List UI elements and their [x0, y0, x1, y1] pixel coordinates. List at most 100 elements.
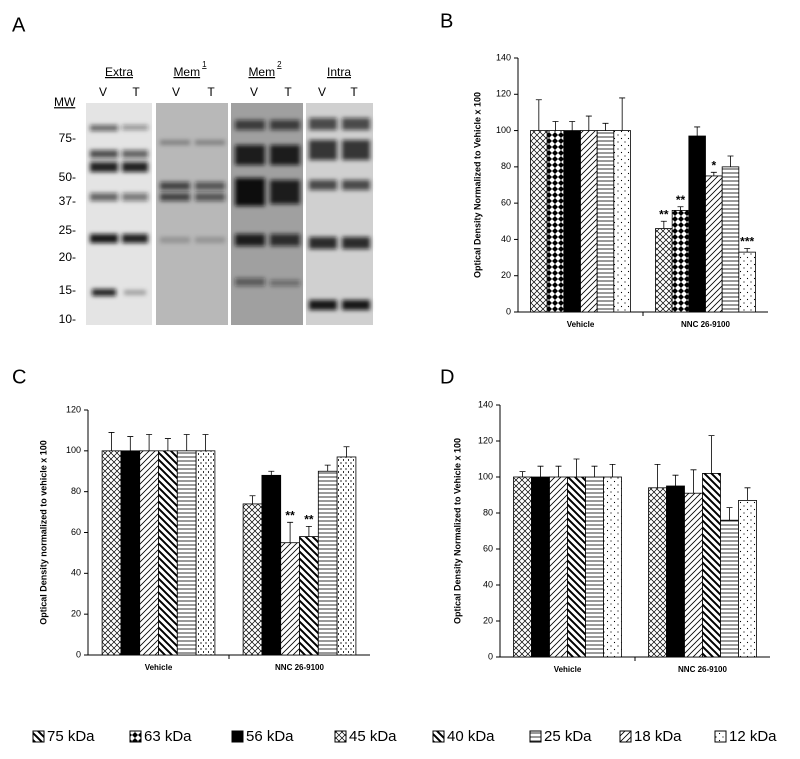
panel-label: A	[12, 14, 26, 36]
error-bar	[677, 206, 684, 211]
lane-column: V	[318, 85, 326, 99]
bar	[513, 476, 532, 658]
legend-label: 45 kDa	[349, 728, 397, 745]
legend-swatch	[432, 730, 445, 743]
x-tick-label: Vehicle	[554, 665, 582, 674]
bar	[120, 450, 141, 656]
mw-label: MW	[54, 95, 76, 109]
error-bar	[573, 458, 580, 477]
lane-column: V	[250, 85, 258, 99]
y-tick-label: 40	[501, 234, 511, 244]
lane-name: Intra	[327, 65, 351, 79]
legend-swatch	[619, 730, 632, 743]
mw-marker: 75-	[59, 131, 76, 145]
bar	[195, 450, 216, 656]
lane-header: Extra	[105, 65, 133, 79]
error-bar	[726, 507, 733, 521]
y-tick-label: 100	[496, 125, 511, 135]
bar	[546, 130, 565, 313]
legend: 75 kDa 63 kDa 56 kDa 45 kDa 40 kDa 25 kDa 18 k…	[32, 728, 777, 745]
bar	[101, 450, 122, 656]
y-tick-label: 60	[501, 198, 511, 208]
x-tick-label: NNC 26-9100	[275, 663, 324, 672]
bar	[655, 228, 673, 313]
lane-superscript: 2	[277, 60, 282, 69]
legend-swatch	[334, 730, 347, 743]
error-bar	[519, 471, 526, 477]
lane-header: Mem2	[248, 60, 282, 79]
error-bar	[602, 122, 609, 131]
significance-label: *	[711, 158, 716, 172]
error-bar	[287, 521, 294, 543]
y-tick-label: 120	[66, 404, 81, 414]
lane-superscript: 1	[202, 60, 207, 69]
bar	[242, 503, 263, 656]
legend-swatch	[32, 730, 45, 743]
bar	[280, 542, 300, 656]
error-bar	[268, 470, 275, 476]
bar	[336, 456, 357, 656]
significance-label: ***	[740, 235, 754, 249]
bar	[702, 472, 721, 658]
error-bar	[202, 434, 209, 451]
y-tick-label: 140	[478, 399, 493, 409]
error-bar	[127, 436, 134, 451]
y-tick-label: 0	[506, 306, 511, 316]
bar	[563, 130, 581, 313]
y-tick-label: 20	[501, 270, 511, 280]
lane-column: T	[207, 85, 215, 99]
error-bar	[710, 171, 717, 176]
error-bar	[108, 432, 115, 451]
bar	[585, 476, 604, 658]
lane-column: T	[284, 85, 292, 99]
chart: D Optical Density Normalized to Vehicle x…	[440, 366, 770, 674]
bar	[317, 470, 338, 656]
y-tick-label: 80	[483, 507, 493, 517]
bar	[580, 130, 598, 313]
bar	[738, 251, 756, 313]
error-bar	[744, 487, 751, 501]
bar	[158, 450, 178, 656]
y-tick-label: 60	[71, 527, 81, 537]
panel-label: D	[440, 366, 454, 388]
lane-name: Extra	[105, 65, 133, 79]
significance-label: **	[285, 508, 295, 522]
error-bar	[146, 434, 153, 451]
chart: C Optical Density normalized to vehicle x…	[12, 366, 370, 672]
x-tick-label: NNC 26-9100	[678, 665, 727, 674]
y-tick-label: 20	[483, 615, 493, 625]
lane-header: Mem1	[173, 60, 207, 79]
error-bar	[694, 126, 701, 137]
y-tick-label: 40	[483, 579, 493, 589]
bar	[613, 130, 631, 313]
y-axis-label: Optical Density normalized to vehicle x …	[38, 440, 48, 625]
legend-label: 40 kDa	[447, 728, 495, 745]
bar	[261, 474, 282, 656]
legend-swatch	[529, 730, 542, 743]
legend-label: 12 kDa	[729, 728, 777, 745]
bar	[666, 485, 685, 658]
legend-label: 63 kDa	[144, 728, 192, 745]
bar	[671, 209, 690, 313]
legend-label: 18 kDa	[634, 728, 682, 745]
error-bar	[660, 220, 667, 229]
y-axis-label: Optical Density Normalized to Vehicle x …	[472, 92, 482, 278]
chart: B Optical Density Normalized to Vehicle x…	[440, 10, 768, 329]
x-tick-label: Vehicle	[145, 663, 173, 672]
bar	[603, 476, 622, 658]
y-tick-label: 60	[483, 543, 493, 553]
y-tick-label: 0	[76, 649, 81, 659]
legend-label: 56 kDa	[246, 728, 294, 745]
error-bar	[183, 434, 190, 451]
error-bar	[537, 465, 544, 477]
legend-swatch	[714, 730, 727, 743]
bar	[299, 536, 319, 656]
y-tick-label: 80	[501, 161, 511, 171]
legend-label: 25 kDa	[544, 728, 592, 745]
x-tick-label: NNC 26-9100	[681, 320, 730, 329]
lane-name: Mem	[173, 65, 200, 79]
bar	[688, 135, 706, 313]
y-tick-label: 20	[71, 609, 81, 619]
